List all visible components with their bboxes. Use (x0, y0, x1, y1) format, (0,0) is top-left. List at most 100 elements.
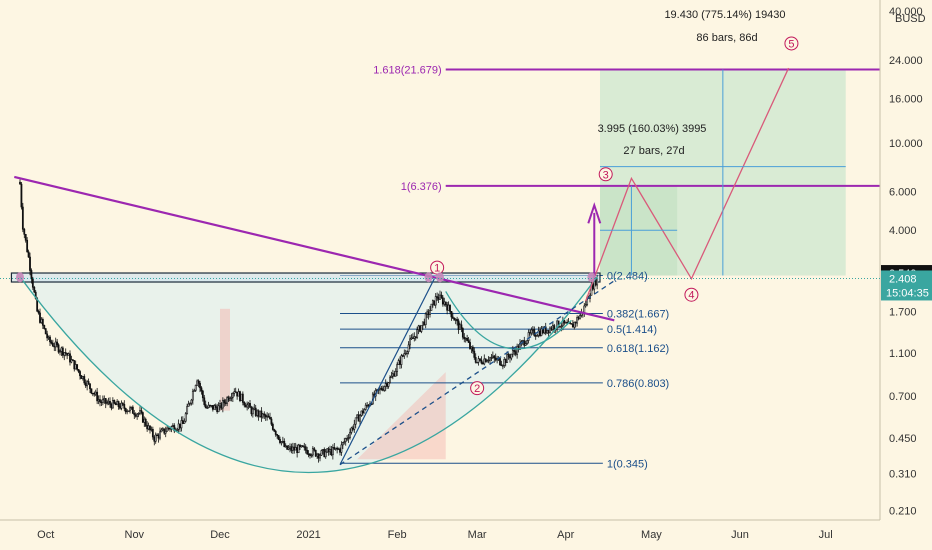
candle-body (64, 352, 67, 354)
candle-body (327, 448, 330, 453)
candle-body (329, 449, 331, 453)
price-tick-label: 16.000 (889, 93, 923, 105)
candle-body (481, 362, 484, 365)
candle-body (81, 376, 84, 379)
candle-body (19, 181, 21, 185)
candle-body (317, 453, 320, 459)
candle-body (361, 410, 364, 414)
candle-body (267, 415, 270, 418)
candle-body (469, 342, 471, 349)
candle-body (584, 304, 587, 307)
candle-body (343, 441, 346, 443)
candle-body (309, 453, 311, 456)
candle-body (50, 341, 53, 344)
candle-body (433, 300, 436, 306)
candle-body (477, 358, 480, 363)
candle-body (233, 391, 236, 394)
candle-body (76, 364, 79, 370)
candle-body (466, 337, 469, 341)
price-tick-label: 0.210 (889, 505, 917, 517)
candle-body (254, 407, 257, 416)
candle-body (571, 324, 574, 328)
candle-body (559, 326, 561, 328)
candle-body (391, 373, 394, 377)
wave-circle (598, 167, 613, 182)
candle-body (260, 410, 263, 418)
candle-body (454, 319, 457, 321)
candle-body (363, 409, 366, 414)
candle-body (499, 358, 501, 366)
candle-body (139, 410, 141, 414)
candle-body (96, 391, 99, 402)
cup-outline (19, 276, 598, 473)
candle-body (230, 397, 233, 399)
candle-body (221, 400, 224, 409)
candle-body (269, 417, 271, 420)
touch-marker (424, 272, 433, 283)
candle-body (104, 398, 107, 404)
impulse-leg (339, 278, 435, 465)
price-tick-label: 0.700 (889, 391, 917, 403)
wave-circle (784, 36, 799, 51)
candle-body (89, 383, 91, 390)
wave-label: 3 (603, 169, 609, 181)
candle-body (506, 354, 509, 363)
candle-body (447, 304, 450, 311)
candle-body (114, 402, 117, 406)
candle-body (381, 389, 384, 391)
candle-body (324, 451, 327, 458)
candle-body (224, 402, 227, 404)
candle-body (103, 398, 106, 401)
candle-body (166, 427, 169, 432)
candle-body (470, 346, 473, 349)
candle-body (179, 423, 181, 429)
candle-body (383, 386, 386, 391)
time-tick-label: Feb (388, 529, 407, 541)
time-tick-label: Jul (819, 529, 833, 541)
candle-body (501, 365, 504, 367)
candle-body (436, 296, 439, 298)
candle-body (154, 434, 157, 442)
candle-body (530, 329, 533, 334)
candle-body (420, 325, 423, 332)
candle-body (249, 403, 251, 408)
candle-body (337, 448, 340, 451)
candle-body (471, 346, 474, 352)
candle-body (284, 445, 287, 447)
candle-body (241, 393, 244, 403)
candle-body (41, 319, 44, 326)
fib-extension-label: 1.618(21.679) (373, 64, 442, 76)
price-tick-label: 40.000 (889, 6, 923, 18)
candle-body (163, 428, 166, 434)
time-tick-label: Nov (125, 529, 145, 541)
touch-marker (436, 272, 444, 283)
candle-body (353, 423, 356, 430)
time-tick-label: Mar (468, 529, 487, 541)
candle-body (310, 454, 313, 457)
candle-body (384, 383, 387, 387)
candle-body (20, 183, 23, 208)
candle-body (300, 445, 303, 448)
candle-body (390, 375, 393, 379)
candle-body (213, 405, 216, 410)
time-axis[interactable] (0, 520, 932, 550)
time-tick-label: May (641, 529, 662, 541)
candle-body (299, 444, 301, 448)
candle-body (276, 434, 279, 436)
rising-support-dashed (339, 280, 615, 466)
candle-body (119, 406, 121, 409)
candle-body (129, 407, 131, 412)
candle-body (417, 325, 420, 330)
candle-body (59, 351, 61, 353)
candle-body (217, 405, 220, 413)
candle-body (331, 447, 334, 456)
candle-body (296, 447, 299, 454)
candle-body (494, 357, 497, 361)
axes-layer: 40.000 24.000 16.000 10.000 6.000 4.000 1.700 1… (0, 6, 932, 541)
candle-body (419, 325, 421, 332)
candle-body (573, 321, 576, 328)
candle-body (214, 405, 217, 408)
candle-body (334, 447, 337, 450)
measure-short-line2: 27 bars, 27d (623, 145, 684, 157)
